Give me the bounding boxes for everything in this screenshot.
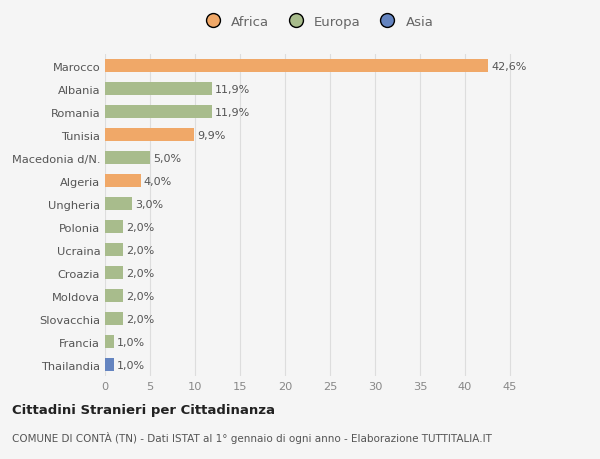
Bar (105, 60, 488, 73)
Bar (105, 175, 141, 188)
Bar (105, 290, 123, 302)
Text: 1,0%: 1,0% (116, 337, 145, 347)
Bar (105, 198, 132, 211)
Text: 5,0%: 5,0% (153, 153, 181, 163)
Bar (105, 336, 114, 348)
Text: 9,9%: 9,9% (197, 130, 225, 140)
Bar (105, 106, 212, 119)
Text: 2,0%: 2,0% (126, 314, 154, 324)
Text: 1,0%: 1,0% (116, 360, 145, 370)
Text: 3,0%: 3,0% (134, 199, 163, 209)
Legend: Africa, Europa, Asia: Africa, Europa, Asia (194, 10, 439, 34)
Text: 2,0%: 2,0% (126, 268, 154, 278)
Text: 11,9%: 11,9% (215, 107, 250, 118)
Text: COMUNE DI CONTÀ (TN) - Dati ISTAT al 1° gennaio di ogni anno - Elaborazione TUTT: COMUNE DI CONTÀ (TN) - Dati ISTAT al 1° … (12, 431, 492, 442)
Text: 2,0%: 2,0% (126, 245, 154, 255)
Bar (105, 267, 123, 280)
Text: 11,9%: 11,9% (215, 84, 250, 95)
Bar (105, 152, 150, 165)
Bar (105, 358, 114, 371)
Text: 2,0%: 2,0% (126, 222, 154, 232)
Text: 4,0%: 4,0% (144, 176, 172, 186)
Text: 2,0%: 2,0% (126, 291, 154, 301)
Bar (105, 129, 194, 142)
Bar (105, 83, 212, 96)
Bar (105, 244, 123, 257)
Text: Cittadini Stranieri per Cittadinanza: Cittadini Stranieri per Cittadinanza (12, 403, 275, 416)
Text: 42,6%: 42,6% (491, 62, 526, 72)
Bar (105, 221, 123, 234)
Bar (105, 313, 123, 325)
